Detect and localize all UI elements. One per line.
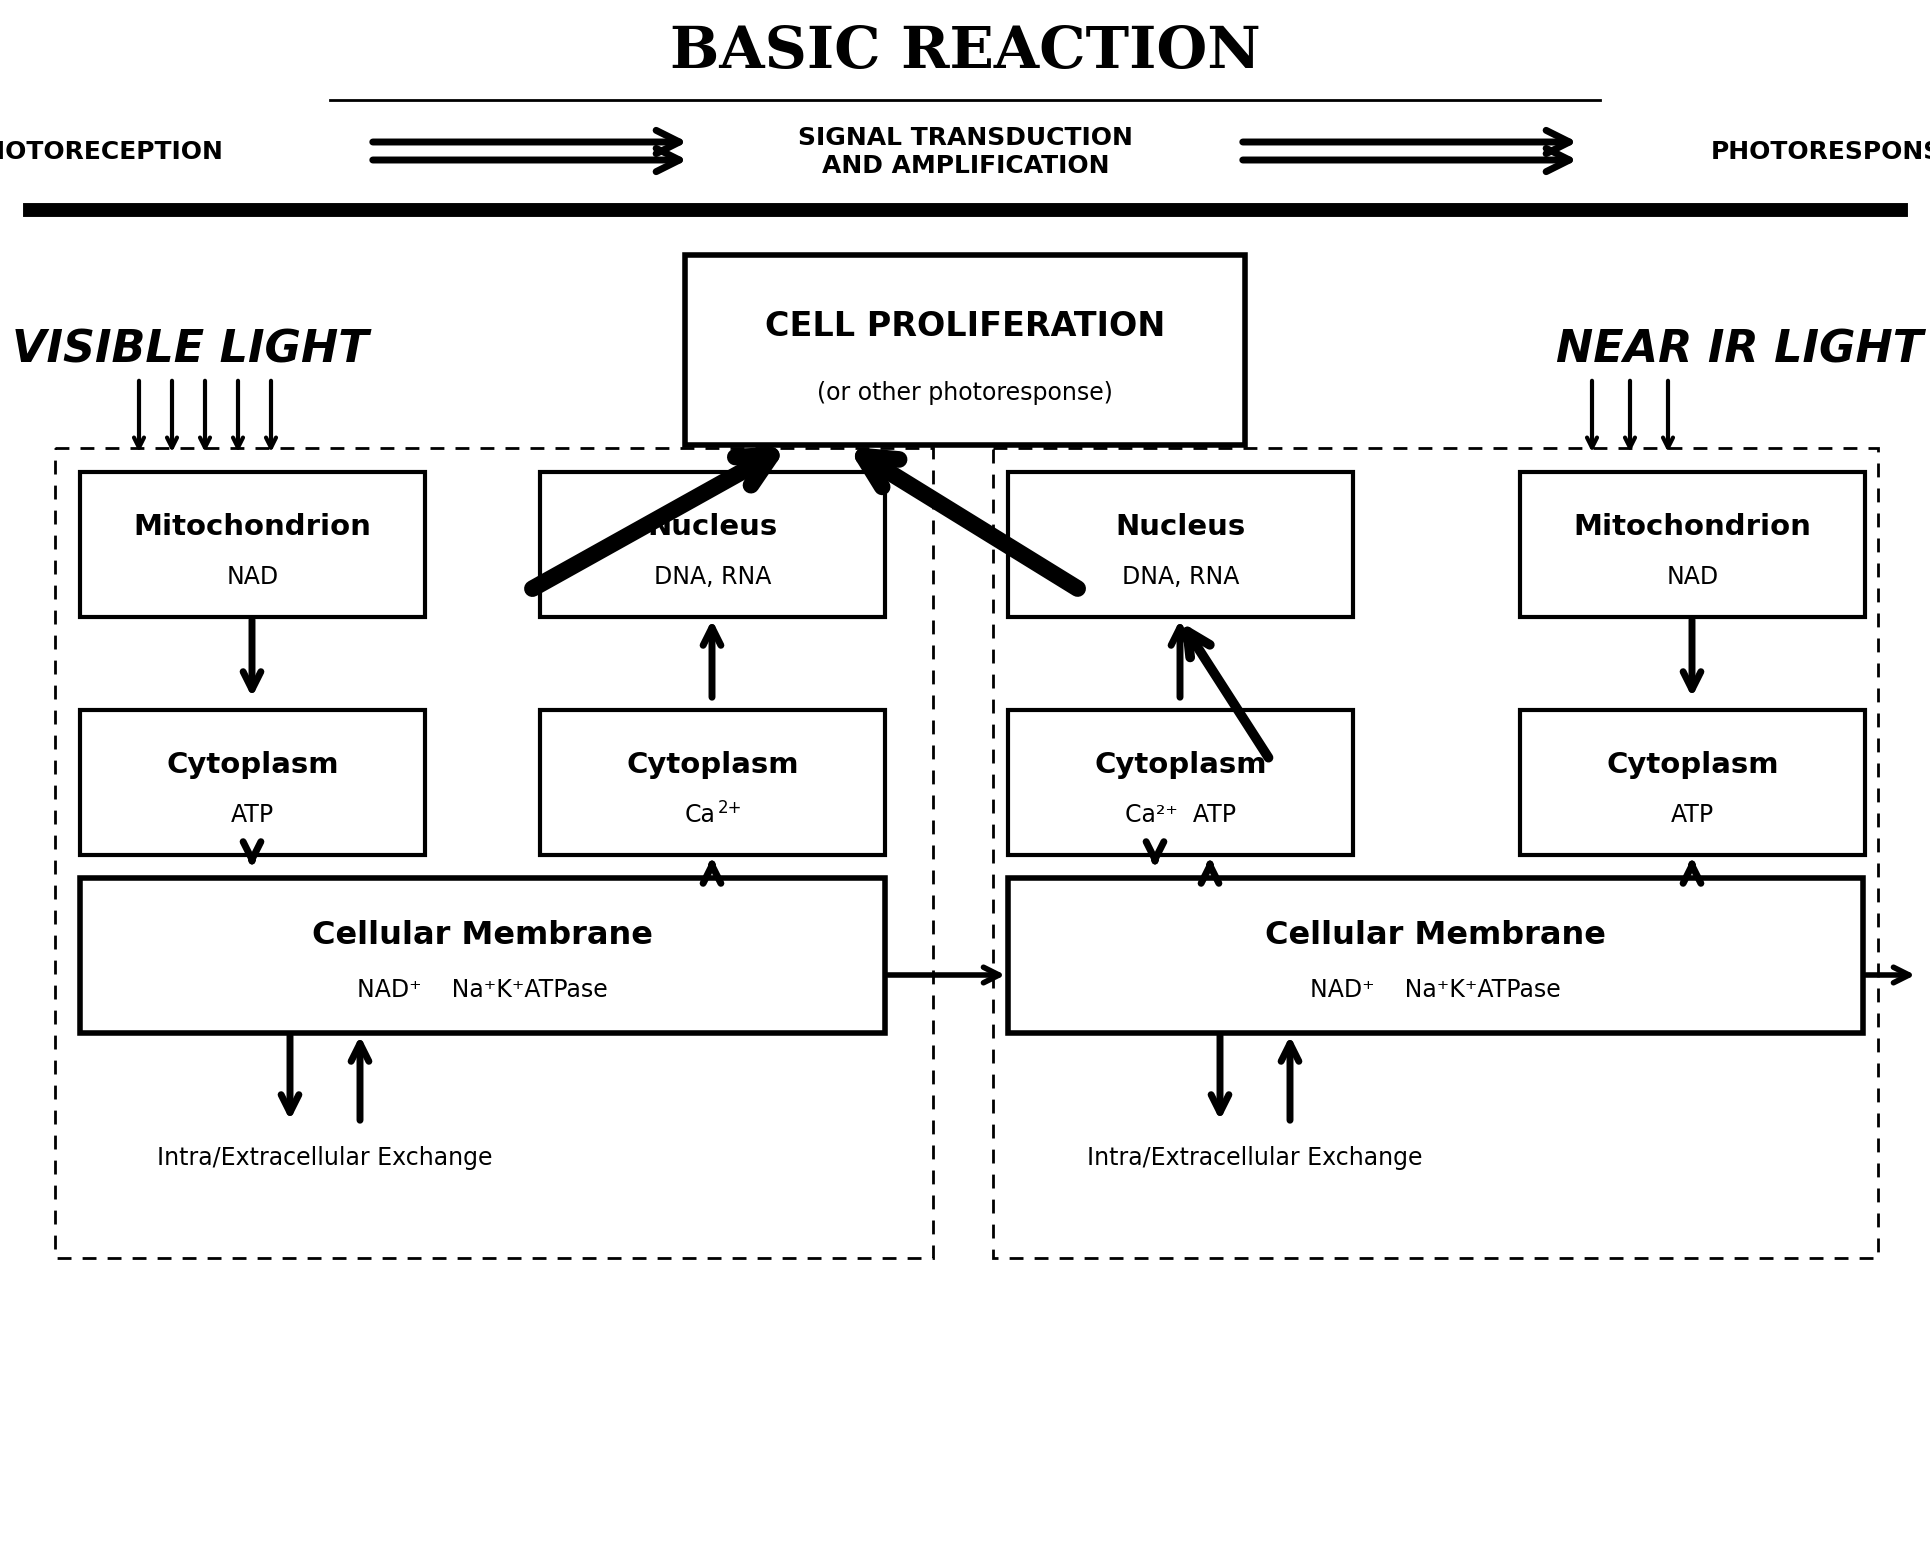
Bar (79, 472, 425, 617)
Text: NEAR IR LIGHT: NEAR IR LIGHT (1556, 328, 1922, 371)
Bar (1007, 710, 1353, 855)
Text: Nucleus: Nucleus (647, 513, 778, 541)
Text: DNA, RNA: DNA, RNA (1121, 564, 1239, 589)
Text: Mitochondrion: Mitochondrion (1573, 513, 1810, 541)
Text: Intra/Extracellular Exchange: Intra/Extracellular Exchange (1087, 1146, 1422, 1170)
Bar (540, 472, 884, 617)
Text: Nucleus: Nucleus (1116, 513, 1245, 541)
Bar (1007, 878, 1862, 1033)
Text: Ca²⁺  ATP: Ca²⁺ ATP (1125, 802, 1235, 827)
Bar (540, 710, 884, 855)
Bar (685, 255, 1245, 445)
Text: ATP: ATP (1669, 802, 1714, 827)
Text: VISIBLE LIGHT: VISIBLE LIGHT (12, 328, 369, 371)
Text: Intra/Extracellular Exchange: Intra/Extracellular Exchange (156, 1146, 492, 1170)
Text: Cellular Membrane: Cellular Membrane (313, 920, 652, 951)
Text: Ca: Ca (685, 802, 716, 827)
Text: 2+: 2+ (718, 799, 743, 816)
Bar (1519, 710, 1864, 855)
Text: DNA, RNA: DNA, RNA (654, 564, 770, 589)
Bar (54, 448, 932, 1258)
Bar (1007, 472, 1353, 617)
Text: NAD⁺    Na⁺K⁺ATPase: NAD⁺ Na⁺K⁺ATPase (1309, 979, 1559, 1002)
Text: NAD: NAD (226, 564, 278, 589)
Bar (79, 878, 884, 1033)
Bar (992, 448, 1878, 1258)
Text: SIGNAL TRANSDUCTION
AND AMPLIFICATION: SIGNAL TRANSDUCTION AND AMPLIFICATION (797, 127, 1133, 178)
Text: Cytoplasm: Cytoplasm (625, 751, 799, 779)
Text: Cytoplasm: Cytoplasm (166, 751, 338, 779)
Text: ATP: ATP (232, 802, 274, 827)
Text: (or other photoresponse): (or other photoresponse) (816, 380, 1112, 405)
Text: Cytoplasm: Cytoplasm (1606, 751, 1778, 779)
Text: Cellular Membrane: Cellular Membrane (1264, 920, 1606, 951)
Bar (79, 710, 425, 855)
Text: CELL PROLIFERATION: CELL PROLIFERATION (764, 311, 1164, 343)
Text: PHOTORECEPTION: PHOTORECEPTION (0, 141, 224, 164)
Text: NAD⁺    Na⁺K⁺ATPase: NAD⁺ Na⁺K⁺ATPase (357, 979, 608, 1002)
Bar (1519, 472, 1864, 617)
Text: Mitochondrion: Mitochondrion (133, 513, 371, 541)
Text: BASIC REACTION: BASIC REACTION (670, 25, 1260, 80)
Text: PHOTORESPONSE: PHOTORESPONSE (1710, 141, 1930, 164)
Text: Cytoplasm: Cytoplasm (1094, 751, 1266, 779)
Text: NAD: NAD (1666, 564, 1718, 589)
